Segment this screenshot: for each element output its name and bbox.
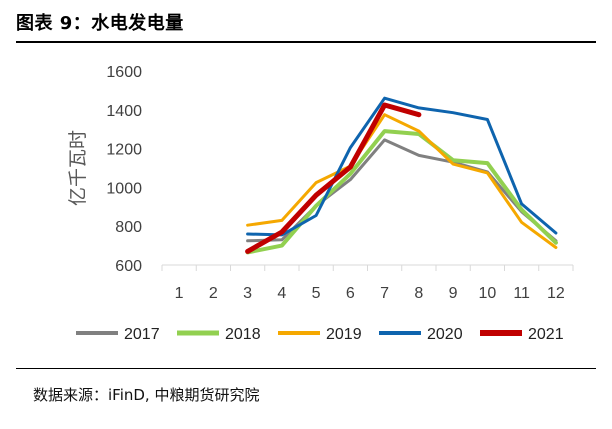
y-axis-label-group: 亿千瓦时 xyxy=(67,130,89,206)
x-tick-label: 3 xyxy=(243,285,252,302)
legend-label-2020: 2020 xyxy=(427,326,463,343)
series-line-2019 xyxy=(246,113,558,249)
x-tick-label: 2 xyxy=(209,285,218,302)
x-tick-label: 4 xyxy=(277,285,286,302)
source-note: 数据来源：iFinD, 中粮期货研究院 xyxy=(33,386,260,404)
legend-label-2019: 2019 xyxy=(326,326,362,343)
x-tick-label: 6 xyxy=(346,285,355,302)
x-tick-label: 8 xyxy=(414,285,423,302)
hydro-output-chart: 亿千瓦时 1 2 3 4 5 6 7 8 9 10 11 1260080010001200140016… xyxy=(67,64,574,343)
x-tick-label: 7 xyxy=(380,285,389,302)
y-tick-label: 1600 xyxy=(106,64,142,81)
series-line-2020 xyxy=(246,96,558,237)
x-tick-label: 5 xyxy=(312,285,321,302)
figure-title: 图表 9：水电发电量 xyxy=(16,13,184,34)
series-line-2021 xyxy=(245,102,422,254)
y-tick-label: 800 xyxy=(115,219,142,236)
y-tick-label: 1200 xyxy=(106,142,142,159)
legend-label-2017: 2017 xyxy=(124,326,160,343)
x-tick-label: 9 xyxy=(449,285,458,302)
legend-label-2021: 2021 xyxy=(528,326,564,343)
y-tick-label: 600 xyxy=(115,258,142,275)
y-tick-label: 1000 xyxy=(106,180,142,197)
legend-label-2018: 2018 xyxy=(225,326,261,343)
title-rule xyxy=(16,41,596,43)
x-tick-label: 10 xyxy=(478,285,496,302)
source-rule xyxy=(16,368,596,369)
y-axis-label: 亿千瓦时 xyxy=(67,130,89,206)
y-tick-label: 1400 xyxy=(106,103,142,120)
series-group xyxy=(245,96,558,255)
x-tick-label: 1 xyxy=(175,285,184,302)
x-tick-label: 12 xyxy=(547,285,565,302)
x-tick-label: 11 xyxy=(513,285,530,302)
legend-group: 2017 2018 2019 2020 2021 xyxy=(76,326,564,343)
